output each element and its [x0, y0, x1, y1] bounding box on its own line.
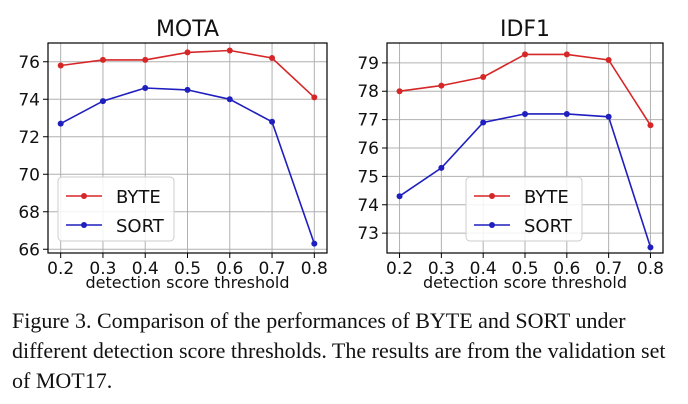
data-point-byte: [311, 94, 318, 101]
data-point-byte: [647, 122, 654, 129]
data-point-byte: [522, 51, 528, 58]
legend-label-byte: BYTE: [524, 187, 569, 208]
legend: BYTE SORT: [465, 176, 583, 242]
data-point-sort: [647, 244, 654, 251]
legend: BYTE SORT: [57, 176, 175, 242]
x-tick-label: 0.4: [470, 259, 497, 279]
y-tick-label: 76: [18, 53, 40, 73]
y-tick-label: 77: [357, 111, 379, 131]
data-point-byte: [438, 82, 445, 89]
data-point-sort: [226, 96, 233, 103]
data-point-byte: [605, 57, 612, 64]
data-point-sort: [184, 86, 191, 93]
x-tick-label: 0.8: [301, 259, 328, 279]
legend-label-byte: BYTE: [116, 187, 161, 208]
data-point-byte: [184, 49, 191, 56]
y-tick-label: 72: [18, 128, 40, 148]
x-tick-label: 0.3: [89, 259, 116, 279]
x-tick-label: 0.7: [595, 259, 622, 279]
x-tick-label: 0.3: [428, 259, 455, 279]
data-point-sort: [396, 193, 403, 200]
data-point-byte: [269, 55, 276, 61]
figure-caption: Figure 3. Comparison of the performances…: [12, 308, 666, 393]
y-tick-label: 74: [357, 196, 379, 216]
data-point-sort: [438, 164, 445, 171]
legend-marker-byte: [489, 193, 495, 199]
data-point-byte: [57, 62, 64, 69]
data-point-sort: [269, 118, 276, 125]
plot-frame: [47, 42, 328, 254]
data-point-sort: [522, 110, 528, 117]
y-tick-label: 79: [357, 54, 379, 74]
plot-frame: [386, 42, 664, 254]
chart-title: MOTA: [156, 17, 219, 42]
x-axis-label: detection score threshold: [85, 273, 289, 292]
y-tick-label: 70: [18, 165, 40, 185]
y-tick-label: 73: [357, 224, 379, 244]
data-point-sort: [480, 119, 487, 126]
legend-marker-sort: [489, 222, 495, 228]
x-axis-label: detection score threshold: [423, 273, 627, 292]
data-point-sort: [563, 110, 570, 117]
y-tick-label: 75: [357, 167, 379, 187]
data-point-sort: [311, 240, 318, 247]
y-tick-label: 78: [357, 82, 379, 102]
data-point-byte: [226, 47, 233, 54]
legend-marker-sort: [81, 222, 87, 228]
x-tick-label: 0.7: [259, 259, 286, 279]
x-tick-label: 0.6: [216, 259, 243, 279]
x-tick-label: 0.2: [47, 259, 74, 279]
y-tick-label: 66: [18, 240, 40, 260]
chart-0: 0.2 0.3 0.4 0.5 0.6 0.7 0.8 66 68 70 72 74 76 MOTA det…: [18, 17, 327, 292]
x-tick-label: 0.8: [637, 259, 664, 279]
legend-label-sort: SORT: [116, 216, 165, 237]
data-point-byte: [99, 56, 106, 63]
x-tick-label: 0.5: [511, 259, 538, 279]
x-tick-label: 0.5: [174, 259, 201, 279]
data-point-sort: [57, 120, 64, 127]
x-tick-label: 0.6: [553, 259, 580, 279]
chart-title: IDF1: [500, 17, 550, 42]
data-point-sort: [142, 85, 149, 91]
y-tick-label: 74: [18, 90, 40, 110]
data-point-sort: [605, 113, 612, 120]
x-tick-label: 0.4: [132, 259, 159, 279]
y-tick-label: 68: [18, 203, 40, 223]
data-point-sort: [99, 98, 106, 105]
x-tick-label: 0.2: [386, 259, 413, 279]
data-point-byte: [396, 88, 403, 95]
y-tick-label: 76: [357, 139, 379, 159]
data-point-byte: [480, 74, 487, 81]
legend-marker-byte: [81, 193, 87, 199]
data-point-byte: [563, 51, 570, 58]
data-point-byte: [142, 56, 149, 63]
chart-1: 0.2 0.3 0.4 0.5 0.6 0.7 0.8 73 74 75 76 77 78 79 IDF1 d…: [357, 17, 664, 292]
figure: 0.2 0.3 0.4 0.5 0.6 0.7 0.8 66 68 70 72 74 76 MOTA det…: [18, 17, 664, 292]
legend-label-sort: SORT: [524, 216, 573, 237]
